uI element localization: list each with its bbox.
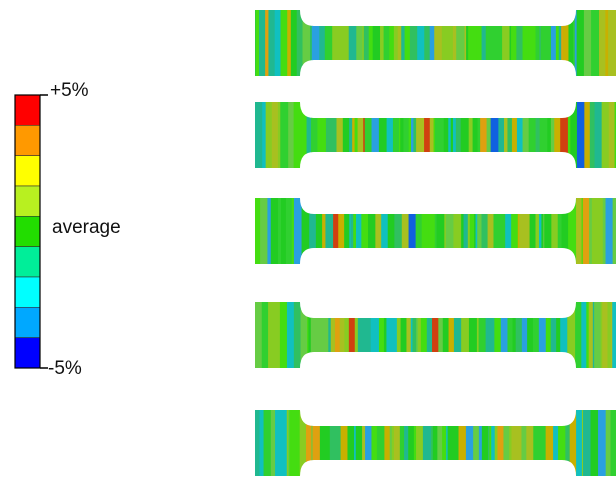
specimen	[255, 102, 616, 168]
specimen	[255, 302, 616, 368]
legend-swatch	[14, 307, 41, 338]
legend-bottom-label: -5%	[48, 358, 82, 379]
legend-swatch	[14, 155, 41, 187]
legend-swatch	[14, 246, 41, 278]
legend-middle-label: average	[52, 217, 121, 238]
legend-top-label: +5%	[50, 80, 89, 101]
specimen	[255, 198, 616, 264]
specimen	[255, 410, 616, 476]
specimens	[255, 10, 616, 476]
legend-frame	[14, 94, 41, 369]
legend-swatch	[14, 94, 41, 126]
legend-swatch	[14, 276, 41, 308]
color-legend	[14, 94, 41, 369]
legend-swatch	[14, 337, 41, 369]
legend-swatch	[14, 216, 41, 247]
legend-swatch	[14, 125, 41, 156]
legend-swatch	[14, 185, 41, 217]
specimen	[255, 10, 616, 76]
